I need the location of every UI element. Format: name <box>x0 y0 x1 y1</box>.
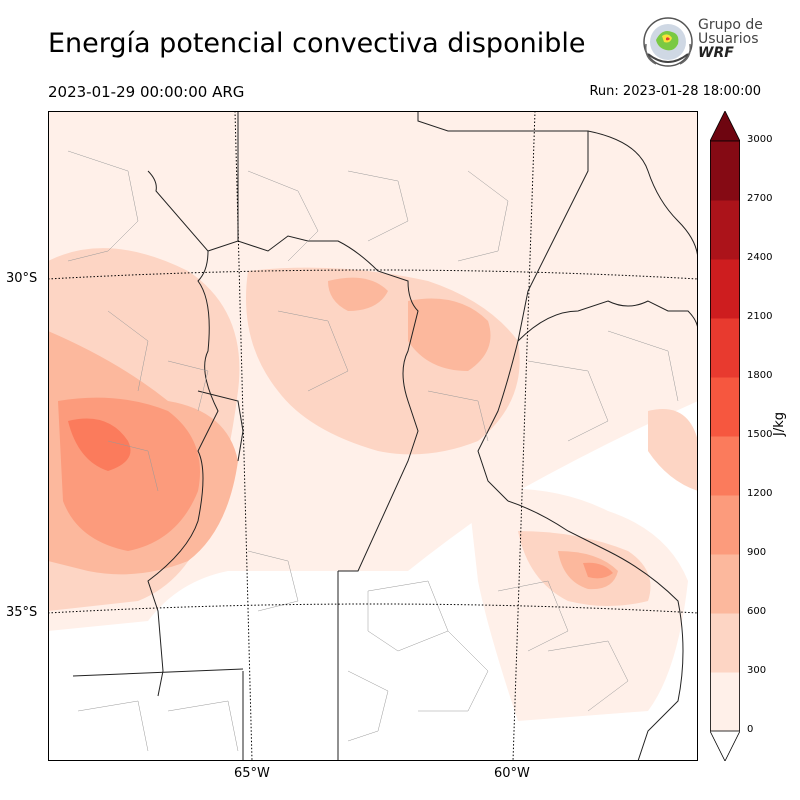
colorbar-segment <box>710 495 740 555</box>
colorbar-tick-label: 2100 <box>747 311 773 322</box>
valid-time: 2023-01-29 00:00:00 ARG <box>48 83 245 101</box>
colorbar-segment <box>710 672 740 732</box>
colorbar-segment <box>710 318 740 378</box>
cape-map <box>48 111 698 761</box>
lat-label-35s: 35°S <box>6 605 38 620</box>
colorbar-tick-label: 2700 <box>747 193 773 204</box>
colorbar-label: J/kg <box>772 412 787 436</box>
wrf-group-logo: Grupo de Usuarios WRF <box>638 14 768 74</box>
logo-line-3: WRF <box>698 45 734 61</box>
colorbar-segment <box>710 200 740 260</box>
province-borders <box>72 111 698 761</box>
colorbar-tick-label: 0 <box>747 724 754 735</box>
logo-line-1: Grupo de <box>698 17 763 33</box>
colorbar-segment <box>710 436 740 496</box>
colorbar-frame <box>710 140 740 732</box>
colorbar-tick-label: 300 <box>747 665 767 676</box>
graticule <box>48 111 698 761</box>
wrf-globe-icon <box>643 17 693 67</box>
colorbar-segment <box>710 141 740 201</box>
colorbar-extend-over <box>710 111 740 142</box>
colorbar-tick-label: 2400 <box>747 252 773 263</box>
colorbar-tick-label: 1500 <box>747 429 773 440</box>
department-borders <box>67 150 679 752</box>
map-title: Energía potencial convectiva disponible <box>48 28 586 59</box>
colorbar-tick-label: 1800 <box>747 370 773 381</box>
colorbar-tick-label: 600 <box>747 606 767 617</box>
colorbar-tick-label: 900 <box>747 547 767 558</box>
cape-field <box>48 111 698 721</box>
run-time: Run: 2023-01-28 18:00:00 <box>589 84 761 99</box>
colorbar-segment <box>710 377 740 437</box>
map-border <box>48 111 698 761</box>
colorbar-segment <box>710 554 740 614</box>
lon-label-65w: 65°W <box>234 766 270 781</box>
colorbar-tick-label: 3000 <box>747 134 773 145</box>
colorbar-segment <box>710 613 740 673</box>
colorbar-extend-under <box>710 730 740 761</box>
colorbar-segment <box>710 259 740 319</box>
lon-label-60w: 60°W <box>494 766 530 781</box>
colorbar-tick-label: 1200 <box>747 488 773 499</box>
logo-line-2: Usuarios <box>698 31 759 47</box>
lat-label-30s: 30°S <box>6 271 38 286</box>
colorbar <box>710 111 740 761</box>
